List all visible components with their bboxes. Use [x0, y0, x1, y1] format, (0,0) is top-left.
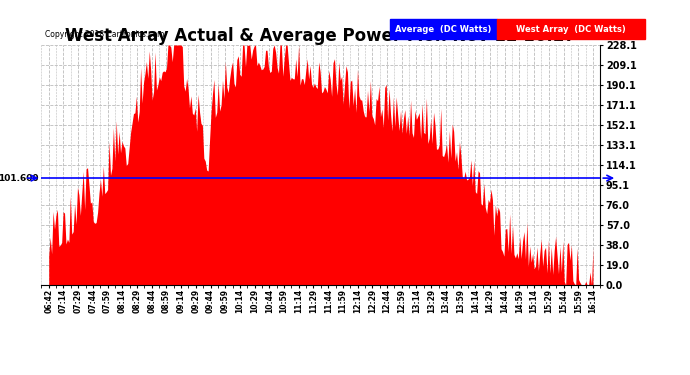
Text: 101.600: 101.600: [0, 174, 39, 183]
Title: West Array Actual & Average Power Mon Nov 12 16:27: West Array Actual & Average Power Mon No…: [66, 27, 576, 45]
Text: Average  (DC Watts): Average (DC Watts): [395, 25, 491, 34]
Text: West Array  (DC Watts): West Array (DC Watts): [516, 25, 626, 34]
Text: Copyright 2018 Cartronics.com: Copyright 2018 Cartronics.com: [45, 30, 164, 39]
